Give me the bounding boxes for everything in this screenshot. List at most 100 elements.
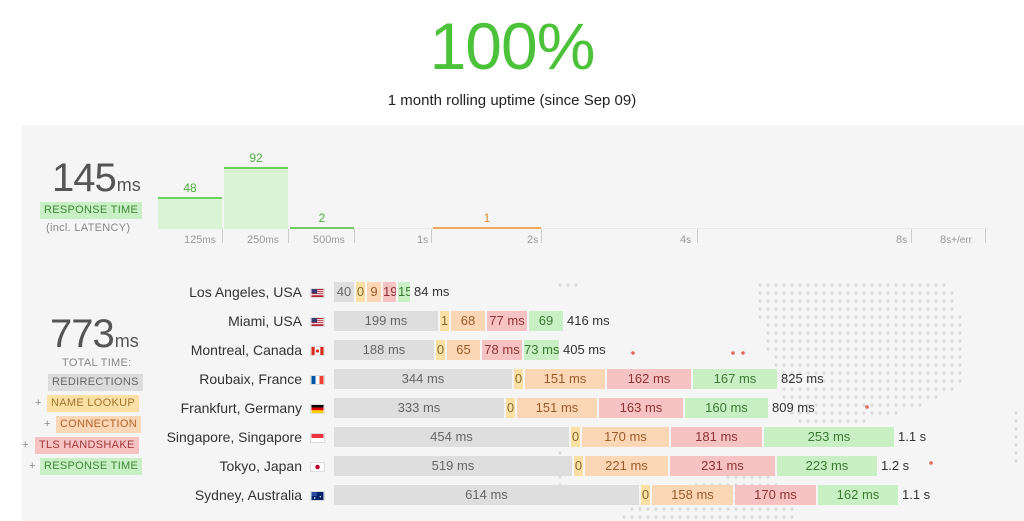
tickline-250ms — [288, 229, 289, 243]
location-country: Japan — [263, 458, 302, 474]
segment-connection: 170 ms — [582, 427, 669, 447]
segment-name-lookup: 0 — [641, 485, 650, 505]
location-country: Australia — [247, 487, 302, 503]
segment-tls-handshake: 181 ms — [671, 427, 762, 447]
location-total-time: 1.1 s — [902, 487, 931, 502]
us-flag-icon — [310, 317, 325, 327]
us-flag-icon — [310, 288, 325, 298]
location-total-time: 416 ms — [567, 313, 610, 328]
segment-redirections: 199 ms — [334, 311, 438, 331]
segment-name-lookup: 0 — [514, 369, 523, 389]
location-separator: , — [250, 371, 259, 387]
response-time-tag: RESPONSE TIME — [40, 202, 143, 219]
canada-flag-icon — [310, 346, 325, 356]
france-flag-icon — [310, 375, 325, 385]
response-time-sublabel: (incl. LATENCY) — [46, 222, 131, 234]
tick-8s: 8s — [896, 234, 907, 246]
total-time-unit: ms — [114, 331, 139, 351]
tick-8s-err: 8s+/err — [940, 234, 972, 246]
segment-name-lookup: 0 — [506, 398, 515, 418]
segment-name-lookup: 1 — [440, 311, 449, 331]
total-time-label: TOTAL TIME: — [62, 357, 132, 369]
legend-plus: + — [35, 397, 42, 409]
response-time-number: 145 — [52, 156, 117, 200]
segment-redirections: 188 ms — [334, 340, 434, 360]
server-location-dot — [865, 405, 869, 409]
segment-response-time: 69 — [529, 311, 563, 331]
location-country: USA — [273, 313, 302, 329]
server-location-dot — [929, 461, 933, 465]
tick-250ms: 250ms — [247, 234, 279, 246]
histogram-value-2s: 1 — [483, 211, 491, 225]
location-label: Miami, USA — [228, 313, 302, 329]
server-location-dot — [631, 351, 635, 355]
tickline-125ms — [222, 229, 223, 243]
segment-connection: 151 ms — [517, 398, 597, 418]
server-location-dot — [741, 351, 745, 355]
segment-response-time: 167 ms — [693, 369, 777, 389]
location-separator: , — [265, 313, 274, 329]
tick-unit: s — [533, 235, 539, 246]
segment-connection: 151 ms — [525, 369, 605, 389]
location-separator: , — [265, 284, 274, 300]
histogram-bar-125ms — [158, 197, 222, 229]
segment-tls-handshake: 231 ms — [670, 456, 775, 476]
australia-flag-icon — [310, 491, 325, 501]
legend-tls-handshake: TLS HANDSHAKE — [35, 437, 139, 454]
segment-name-lookup: 0 — [574, 456, 583, 476]
tick-unit: s — [686, 235, 692, 246]
location-label: Singapore, Singapore — [167, 429, 302, 445]
location-city: Sydney — [194, 487, 241, 503]
segment-redirections: 614 ms — [334, 485, 639, 505]
tick-500ms: 500ms — [313, 234, 345, 246]
tick-unit: s — [423, 235, 429, 246]
location-label: Los Angeles, USA — [189, 284, 302, 300]
tick-number: 500 — [313, 234, 332, 246]
histogram-bar-250ms — [224, 167, 288, 229]
segment-tls-handshake: 162 ms — [607, 369, 691, 389]
tick-unit: ms — [331, 235, 345, 246]
legend-plus: + — [29, 460, 36, 472]
histogram-bar-500ms — [290, 227, 354, 229]
japan-flag-icon — [310, 462, 325, 472]
segment-connection: 221 ms — [585, 456, 668, 476]
legend-plus: + — [44, 418, 51, 430]
tickline-8s-err — [985, 229, 986, 243]
segment-response-time: 160 ms — [685, 398, 768, 418]
tickline-1s — [431, 229, 432, 243]
histogram-value-125ms: 48 — [183, 181, 197, 195]
location-total-time: 405 ms — [563, 342, 606, 357]
location-total-time: 84 ms — [414, 284, 450, 299]
location-city: Roubaix — [199, 371, 251, 387]
segment-response-time: 15 — [398, 282, 410, 302]
segment-tls-handshake: 77 ms — [487, 311, 527, 331]
tick-number: 2 — [527, 234, 534, 246]
location-label: Montreal, Canada — [191, 342, 302, 358]
segment-tls-handshake: 163 ms — [599, 398, 683, 418]
location-total-time: 1.1 s — [898, 429, 927, 444]
tick-1s: 1s — [417, 234, 428, 246]
histogram-axis — [158, 228, 988, 229]
segment-response-time: 253 ms — [764, 427, 894, 447]
location-city: Los Angeles — [189, 284, 266, 300]
segment-name-lookup: 0 — [571, 427, 580, 447]
legend-response-time: RESPONSE TIME — [40, 458, 143, 475]
segment-redirections: 344 ms — [334, 369, 512, 389]
tickline-2s — [541, 229, 542, 243]
location-label: Frankfurt, Germany — [181, 400, 302, 416]
germany-flag-icon — [310, 404, 325, 414]
location-label: Roubaix, France — [199, 371, 302, 387]
singapore-flag-icon — [310, 433, 325, 443]
response-time-unit: ms — [116, 175, 141, 195]
segment-response-time: 162 ms — [818, 485, 898, 505]
segment-name-lookup: 0 — [436, 340, 445, 360]
segment-connection: 68 — [451, 311, 485, 331]
histogram-bar-2s — [433, 227, 541, 229]
segment-connection: 9 — [367, 282, 381, 302]
uptime-header: 100% 1 month rolling uptime (since Sep 0… — [0, 0, 1024, 125]
location-label: Tokyo, Japan — [219, 458, 302, 474]
segment-tls-handshake: 19 — [383, 282, 396, 302]
segment-redirections: 454 ms — [334, 427, 569, 447]
tick-number: 8 — [940, 234, 947, 246]
segment-connection: 158 ms — [652, 485, 733, 505]
